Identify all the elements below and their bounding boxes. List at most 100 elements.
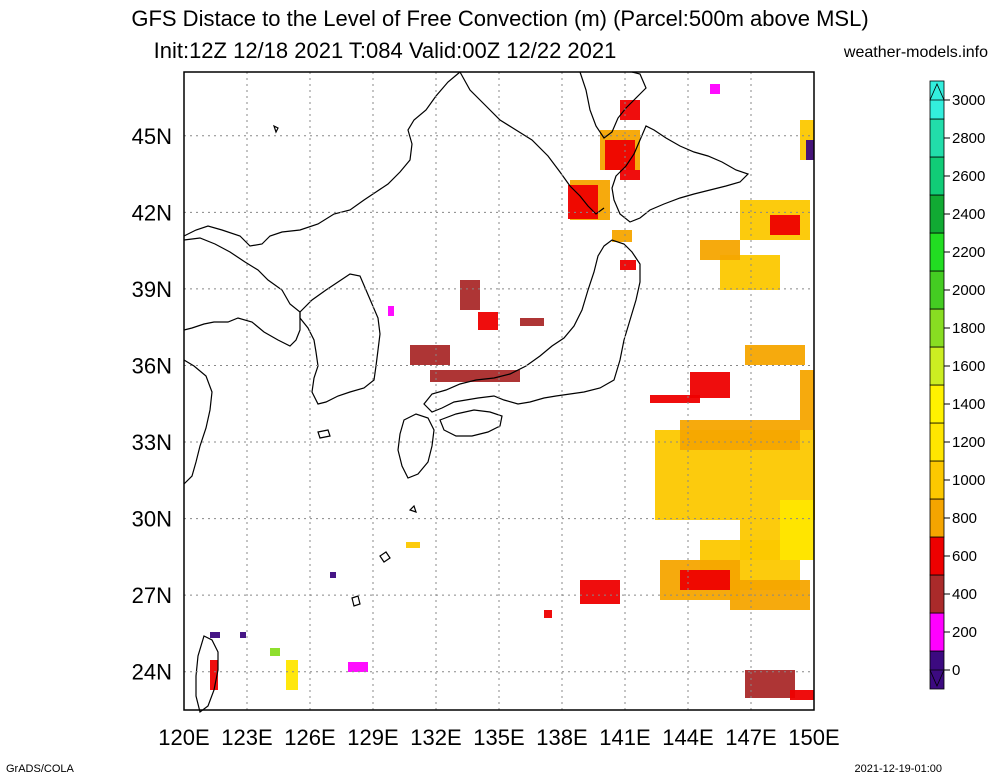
lfc-patch [240, 632, 246, 638]
lfc-patch [210, 632, 220, 638]
lfc-patch [544, 610, 552, 618]
colorbar-bin [929, 384, 945, 424]
lfc-patch [745, 670, 795, 698]
lfc-patch [270, 648, 280, 656]
colorbar-bin [929, 194, 945, 234]
coastline-sakhalin [579, 71, 647, 139]
colorbar-bin [929, 422, 945, 462]
lfc-patch [680, 420, 800, 450]
lfc-patch [650, 395, 700, 403]
colorbar-label: 2600 [952, 168, 985, 185]
colorbar-bin [929, 574, 945, 614]
lfc-patch [710, 84, 720, 94]
lon-tick-label: 135E [473, 725, 524, 750]
longitude-labels: 120E 123E 126E 129E 132E 135E 138E 141E 144E 147E… [158, 725, 839, 750]
lfc-patch [478, 312, 498, 330]
lat-tick-label: 36N [132, 353, 172, 378]
lon-tick-label: 150E [788, 725, 839, 750]
colorbar-label: 2000 [952, 282, 985, 299]
lat-tick-label: 45N [132, 124, 172, 149]
colorbar-label: 600 [952, 548, 977, 565]
colorbar-bin [929, 232, 945, 272]
lfc-patch [800, 370, 814, 430]
lon-tick-label: 129E [347, 725, 398, 750]
coastline-honshu [423, 239, 641, 413]
lfc-patch [286, 660, 298, 690]
lat-tick-label: 42N [132, 200, 172, 225]
lfc-patch [620, 170, 640, 180]
colorbar-label: 1600 [952, 358, 985, 375]
colorbar-label: 800 [952, 510, 977, 527]
lon-tick-label: 147E [725, 725, 776, 750]
lfc-patch [620, 260, 636, 270]
lfc-patch [410, 345, 450, 365]
lfc-patch [690, 372, 730, 398]
lfc-patch [780, 500, 814, 560]
lat-lon-grid [184, 72, 814, 710]
colorbar-bin [929, 498, 945, 538]
coastline-islands [272, 124, 417, 607]
colorbar-label: 2200 [952, 244, 985, 261]
colorbar-bin [929, 118, 945, 158]
footer-timestamp: 2021-12-19-01:00 [854, 763, 942, 775]
lfc-patch [790, 690, 814, 700]
colorbar-label: 400 [952, 586, 977, 603]
lfc-patch [720, 255, 780, 290]
coastline-taiwan [195, 635, 219, 714]
lat-tick-label: 39N [132, 277, 172, 302]
colorbar-bin [929, 308, 945, 348]
lfc-patch [605, 140, 635, 170]
lon-tick-label: 126E [284, 725, 335, 750]
colorbar-label: 3000 [952, 92, 985, 109]
lfc-patch [680, 570, 730, 590]
lon-tick-label: 132E [410, 725, 461, 750]
coastline-shikoku [439, 409, 503, 437]
colorbar-bin [929, 346, 945, 386]
lon-tick-label: 144E [662, 725, 713, 750]
lon-tick-label: 123E [221, 725, 272, 750]
footer-credit: GrADS/COLA [6, 763, 74, 775]
lfc-patch [580, 580, 620, 604]
lfc-patch [620, 100, 640, 120]
colorbar-bin [929, 612, 945, 652]
lfc-patch [460, 280, 480, 310]
site-credit: weather-models.info [843, 44, 988, 61]
lfc-patch [568, 185, 598, 219]
colorbar-bottom-arrow [929, 669, 945, 687]
coastline-primorye [459, 71, 605, 215]
coastline-hokkaido [611, 125, 750, 223]
lon-tick-label: 141E [599, 725, 650, 750]
colorbar-label: 0 [952, 662, 960, 679]
colorbar-label: 1400 [952, 396, 985, 413]
lfc-patch [806, 140, 814, 160]
lfc-patch [745, 345, 805, 365]
colorbar-label: 1000 [952, 472, 985, 489]
lat-tick-label: 33N [132, 430, 172, 455]
map-subtitle: Init:12Z 12/18 2021 T:084 Valid:00Z 12/2… [153, 38, 617, 63]
colorbar-top-arrow [929, 83, 945, 101]
lfc-field [210, 84, 815, 700]
lon-tick-label: 138E [536, 725, 587, 750]
colorbar-bin [929, 460, 945, 500]
lat-tick-label: 30N [132, 507, 172, 532]
colorbar-bin [929, 156, 945, 196]
map-frame [183, 71, 815, 711]
lat-tick-label: 27N [132, 583, 172, 608]
lfc-patch [770, 215, 800, 235]
map-title: GFS Distace to the Level of Free Convect… [131, 6, 869, 31]
coastline-kyushu [397, 413, 435, 479]
lat-tick-label: 24N [132, 660, 172, 685]
colorbar-label: 1200 [952, 434, 985, 451]
lfc-patch [520, 318, 544, 326]
lfc-patch [330, 572, 336, 578]
lfc-patch [406, 542, 420, 548]
colorbar-label: 2800 [952, 130, 985, 147]
lfc-patch [388, 306, 394, 316]
colorbar: 0 200 400 600 800 1000 1200 1400 1600 1800 2000 220… [929, 80, 985, 690]
lfc-patch [700, 240, 740, 260]
coastline-mainland [183, 71, 461, 485]
lon-tick-label: 120E [158, 725, 209, 750]
coastlines [183, 71, 750, 714]
colorbar-label: 2400 [952, 206, 985, 223]
